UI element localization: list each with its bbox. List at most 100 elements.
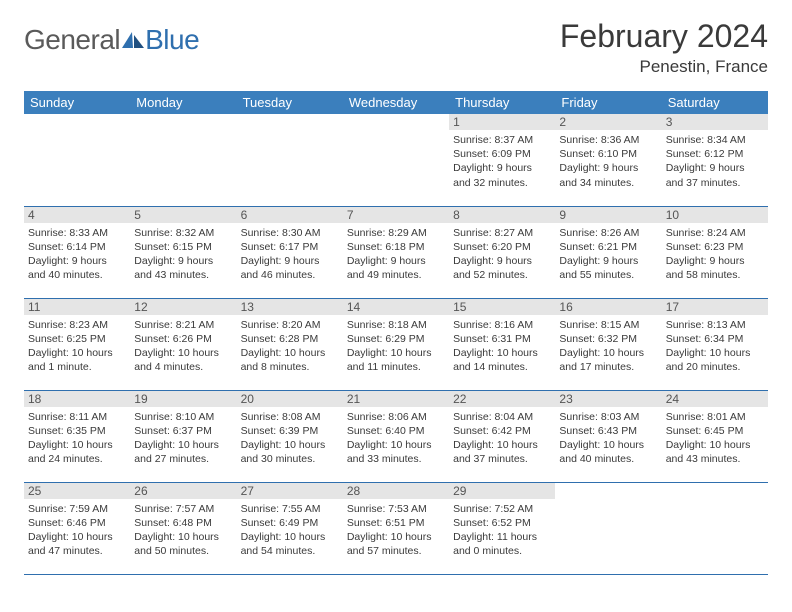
daylight-line: Daylight: 10 hours and 17 minutes.: [559, 346, 657, 374]
daylight-line: Daylight: 10 hours and 27 minutes.: [134, 438, 232, 466]
calendar-cell: 25Sunrise: 7:59 AMSunset: 6:46 PMDayligh…: [24, 482, 130, 574]
calendar-week-row: 4Sunrise: 8:33 AMSunset: 6:14 PMDaylight…: [24, 206, 768, 298]
weekday-header: Tuesday: [237, 91, 343, 114]
daylight-line: Daylight: 10 hours and 54 minutes.: [241, 530, 339, 558]
calendar-cell: 23Sunrise: 8:03 AMSunset: 6:43 PMDayligh…: [555, 390, 661, 482]
sunrise-line: Sunrise: 7:57 AM: [134, 502, 232, 516]
sunrise-line: Sunrise: 8:32 AM: [134, 226, 232, 240]
sunset-line: Sunset: 6:12 PM: [666, 147, 764, 161]
calendar-cell: 28Sunrise: 7:53 AMSunset: 6:51 PMDayligh…: [343, 482, 449, 574]
sunrise-line: Sunrise: 8:29 AM: [347, 226, 445, 240]
sunset-line: Sunset: 6:32 PM: [559, 332, 657, 346]
calendar-cell: 4Sunrise: 8:33 AMSunset: 6:14 PMDaylight…: [24, 206, 130, 298]
day-details: Sunrise: 8:18 AMSunset: 6:29 PMDaylight:…: [347, 318, 445, 375]
calendar-cell: 1Sunrise: 8:37 AMSunset: 6:09 PMDaylight…: [449, 114, 555, 206]
day-details: Sunrise: 8:32 AMSunset: 6:15 PMDaylight:…: [134, 226, 232, 283]
day-details: Sunrise: 8:13 AMSunset: 6:34 PMDaylight:…: [666, 318, 764, 375]
day-number: 8: [449, 207, 555, 223]
daylight-line: Daylight: 11 hours and 0 minutes.: [453, 530, 551, 558]
logo-sail-icon: [122, 32, 144, 48]
day-details: Sunrise: 8:16 AMSunset: 6:31 PMDaylight:…: [453, 318, 551, 375]
calendar-cell: 12 Sunrise: 8:21 AMSunset: 6:26 PMDayligh…: [130, 298, 236, 390]
day-number: 29: [449, 483, 555, 499]
calendar-cell: 10Sunrise: 8:24 AMSunset: 6:23 PMDayligh…: [662, 206, 768, 298]
sunrise-line: Sunrise: 7:52 AM: [453, 502, 551, 516]
sunrise-line: Sunrise: 8:13 AM: [666, 318, 764, 332]
sunrise-line: Sunrise: 8:30 AM: [241, 226, 339, 240]
day-details: Sunrise: 8:04 AMSunset: 6:42 PMDaylight:…: [453, 410, 551, 467]
calendar-cell: 26Sunrise: 7:57 AMSunset: 6:48 PMDayligh…: [130, 482, 236, 574]
daylight-line: Daylight: 9 hours and 43 minutes.: [134, 254, 232, 282]
day-details: Sunrise: 8:29 AMSunset: 6:18 PMDaylight:…: [347, 226, 445, 283]
sunset-line: Sunset: 6:49 PM: [241, 516, 339, 530]
calendar-cell: 16 Sunrise: 8:15 AMSunset: 6:32 PMDayligh…: [555, 298, 661, 390]
day-details: Sunrise: 7:55 AMSunset: 6:49 PMDaylight:…: [241, 502, 339, 559]
day-details: Sunrise: 8:03 AMSunset: 6:43 PMDaylight:…: [559, 410, 657, 467]
day-number: 4: [24, 207, 130, 223]
calendar-cell: 24Sunrise: 8:01 AMSunset: 6:45 PMDayligh…: [662, 390, 768, 482]
calendar-week-row: 11Sunrise: 8:23 AMSunset: 6:25 PMDayligh…: [24, 298, 768, 390]
calendar-cell: 8 Sunrise: 8:27 AMSunset: 6:20 PMDaylight…: [449, 206, 555, 298]
day-details: Sunrise: 8:06 AMSunset: 6:40 PMDaylight:…: [347, 410, 445, 467]
sunset-line: Sunset: 6:15 PM: [134, 240, 232, 254]
day-number: 10: [662, 207, 768, 223]
day-number: 13: [237, 299, 343, 315]
day-number: 17: [662, 299, 768, 315]
sunrise-line: Sunrise: 8:24 AM: [666, 226, 764, 240]
sunrise-line: Sunrise: 8:23 AM: [28, 318, 126, 332]
sunrise-line: Sunrise: 8:11 AM: [28, 410, 126, 424]
daylight-line: Daylight: 10 hours and 33 minutes.: [347, 438, 445, 466]
day-details: Sunrise: 8:21 AMSunset: 6:26 PMDaylight:…: [134, 318, 232, 375]
sunset-line: Sunset: 6:42 PM: [453, 424, 551, 438]
daylight-line: Daylight: 10 hours and 40 minutes.: [559, 438, 657, 466]
day-number: 12: [130, 299, 236, 315]
sunrise-line: Sunrise: 8:34 AM: [666, 133, 764, 147]
day-number: 22: [449, 391, 555, 407]
sunrise-line: Sunrise: 8:36 AM: [559, 133, 657, 147]
calendar-cell: [237, 114, 343, 206]
daylight-line: Daylight: 10 hours and 20 minutes.: [666, 346, 764, 374]
sunrise-line: Sunrise: 8:01 AM: [666, 410, 764, 424]
daylight-line: Daylight: 9 hours and 32 minutes.: [453, 161, 551, 189]
day-details: Sunrise: 8:10 AMSunset: 6:37 PMDaylight:…: [134, 410, 232, 467]
sunset-line: Sunset: 6:37 PM: [134, 424, 232, 438]
day-number: 16: [555, 299, 661, 315]
day-details: Sunrise: 8:27 AMSunset: 6:20 PMDaylight:…: [453, 226, 551, 283]
calendar-cell: 3Sunrise: 8:34 AMSunset: 6:12 PMDaylight…: [662, 114, 768, 206]
day-number: 27: [237, 483, 343, 499]
sunrise-line: Sunrise: 8:26 AM: [559, 226, 657, 240]
daylight-line: Daylight: 10 hours and 14 minutes.: [453, 346, 551, 374]
daylight-line: Daylight: 9 hours and 40 minutes.: [28, 254, 126, 282]
calendar-cell: 27 Sunrise: 7:55 AMSunset: 6:49 PMDayligh…: [237, 482, 343, 574]
calendar-week-row: 1Sunrise: 8:37 AMSunset: 6:09 PMDaylight…: [24, 114, 768, 206]
sunrise-line: Sunrise: 8:03 AM: [559, 410, 657, 424]
sunset-line: Sunset: 6:48 PM: [134, 516, 232, 530]
calendar-cell: [130, 114, 236, 206]
weekday-header: Saturday: [662, 91, 768, 114]
sunset-line: Sunset: 6:35 PM: [28, 424, 126, 438]
day-details: Sunrise: 8:08 AMSunset: 6:39 PMDaylight:…: [241, 410, 339, 467]
day-number: 26: [130, 483, 236, 499]
day-details: Sunrise: 8:15 AMSunset: 6:32 PMDaylight:…: [559, 318, 657, 375]
sunset-line: Sunset: 6:21 PM: [559, 240, 657, 254]
day-number: 21: [343, 391, 449, 407]
daylight-line: Daylight: 10 hours and 11 minutes.: [347, 346, 445, 374]
calendar-cell: 5Sunrise: 8:32 AMSunset: 6:15 PMDaylight…: [130, 206, 236, 298]
day-number: 6: [237, 207, 343, 223]
sunset-line: Sunset: 6:25 PM: [28, 332, 126, 346]
month-title: February 2024: [560, 18, 768, 55]
calendar-cell: 14Sunrise: 8:18 AMSunset: 6:29 PMDayligh…: [343, 298, 449, 390]
calendar-cell: [555, 482, 661, 574]
daylight-line: Daylight: 10 hours and 30 minutes.: [241, 438, 339, 466]
sunset-line: Sunset: 6:20 PM: [453, 240, 551, 254]
sunset-line: Sunset: 6:39 PM: [241, 424, 339, 438]
calendar-cell: [24, 114, 130, 206]
calendar-cell: 22 Sunrise: 8:04 AMSunset: 6:42 PMDayligh…: [449, 390, 555, 482]
daylight-line: Daylight: 9 hours and 55 minutes.: [559, 254, 657, 282]
daylight-line: Daylight: 9 hours and 34 minutes.: [559, 161, 657, 189]
sunset-line: Sunset: 6:29 PM: [347, 332, 445, 346]
day-details: Sunrise: 7:53 AMSunset: 6:51 PMDaylight:…: [347, 502, 445, 559]
header: General Blue February 2024 Penestin, Fra…: [24, 18, 768, 77]
sunset-line: Sunset: 6:17 PM: [241, 240, 339, 254]
sunset-line: Sunset: 6:40 PM: [347, 424, 445, 438]
